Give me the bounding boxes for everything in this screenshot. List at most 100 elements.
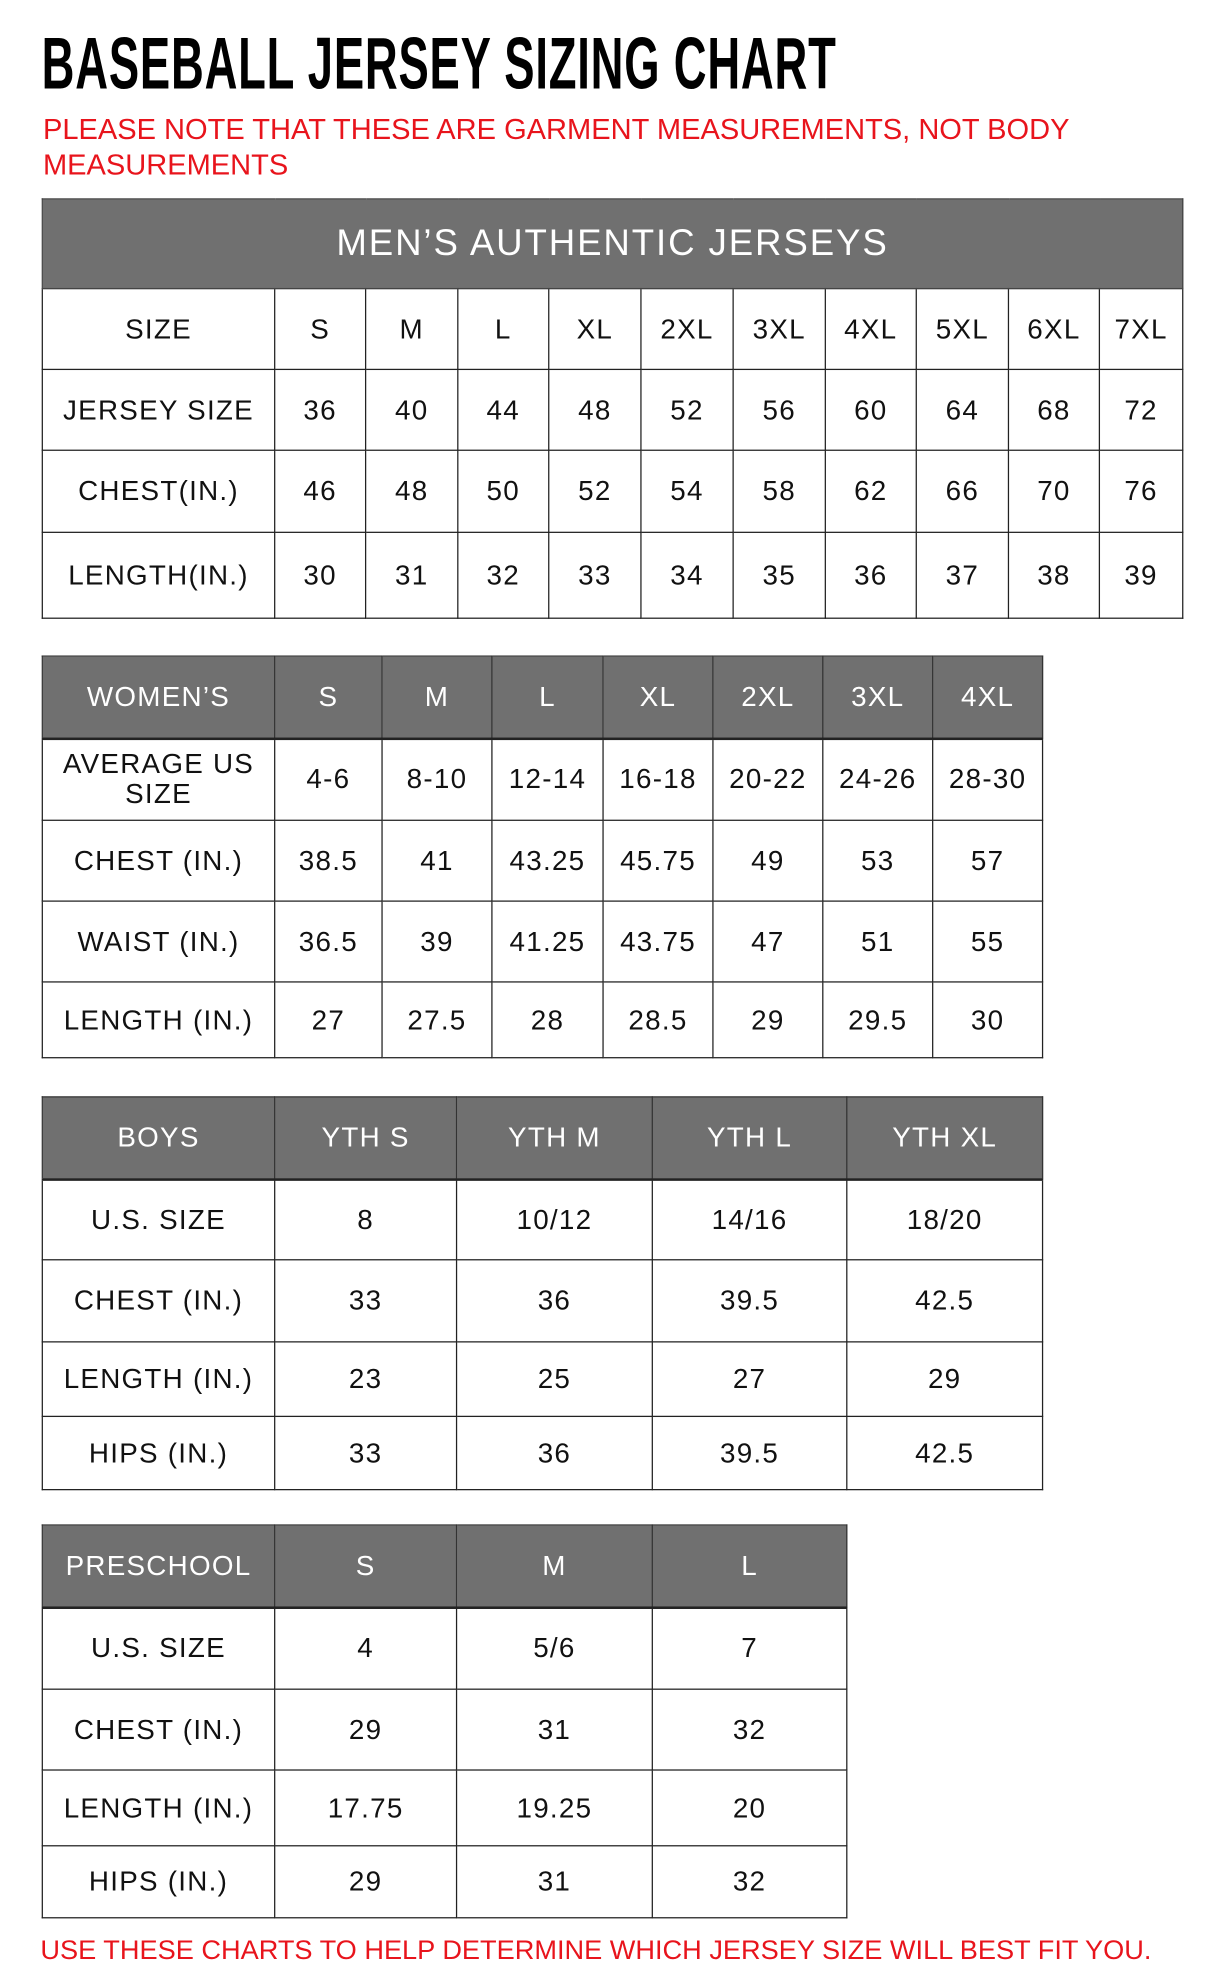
table-cell: 36 <box>455 1259 653 1343</box>
size-header: XL <box>602 655 714 739</box>
table-cell: 27 <box>651 1341 848 1418</box>
size-header: 4XL <box>932 655 1044 739</box>
table-cell: 31 <box>364 531 459 619</box>
table-banner: MEN’S AUTHENTIC JERSEYS <box>41 198 1184 290</box>
table-cell: 43.75 <box>602 900 714 983</box>
row-label: LENGTH(IN.) <box>41 531 276 619</box>
table-row: JERSEY SIZE 36 40 44 48 52 56 60 64 68 72 <box>41 368 1184 451</box>
size-header: L <box>457 287 550 371</box>
table-cell: 42.5 <box>846 1415 1044 1491</box>
garment-note: PLEASE NOTE THAT THESE ARE GARMENT MEASU… <box>42 112 1069 181</box>
table-cell: 41 <box>381 819 493 902</box>
size-header: XL <box>548 287 642 371</box>
size-header: L <box>651 1524 848 1608</box>
table-row: WAIST (IN.) 36.5 39 41.25 43.75 47 51 55 <box>41 900 1044 983</box>
table-cell: 40 <box>364 368 459 451</box>
header-row: WOMEN’S S M L XL 2XL 3XL 4XL <box>41 655 1044 739</box>
size-header: S <box>274 655 383 739</box>
table-cell: 66 <box>915 449 1010 533</box>
row-label: U.S. SIZE <box>41 1178 276 1261</box>
table-cell: 30 <box>932 981 1044 1059</box>
table-cell: 28.5 <box>602 981 714 1059</box>
header-row: BOYS YTH S YTH M YTH L YTH XL <box>41 1096 1044 1180</box>
table-row: CHEST (IN.) 33 36 39.5 42.5 <box>41 1259 1044 1343</box>
table-row: LENGTH (IN.) 17.75 19.25 20 <box>41 1769 848 1847</box>
size-header: M <box>455 1524 653 1608</box>
table-cell: 32 <box>651 1845 848 1919</box>
header-label: SIZE <box>41 287 276 371</box>
table-row: AVERAGE US SIZE 4-6 8-10 12-14 16-18 20-22 24-… <box>41 737 1044 821</box>
table-cell: 8-10 <box>381 737 493 821</box>
table-cell: 70 <box>1007 449 1101 533</box>
table-cell: 36 <box>455 1415 653 1491</box>
table-cell: 76 <box>1098 449 1184 533</box>
table-cell: 38 <box>1007 531 1101 619</box>
size-header: L <box>491 655 604 739</box>
footer-note: USE THESE CHARTS TO HELP DETERMINE WHICH… <box>40 1934 1152 1966</box>
table-row: HIPS (IN.) 33 36 39.5 42.5 <box>41 1415 1044 1491</box>
row-label: JERSEY SIZE <box>41 368 276 451</box>
table-cell: 29.5 <box>822 981 934 1059</box>
size-header: S <box>274 287 367 371</box>
table-cell: 7 <box>651 1606 848 1690</box>
table-cell: 33 <box>274 1259 458 1343</box>
table-cell: 28 <box>491 981 604 1059</box>
table-row: HIPS (IN.) 29 31 32 <box>41 1845 848 1919</box>
table-cell: 48 <box>548 368 642 451</box>
size-header: YTH XL <box>846 1096 1044 1180</box>
table-cell: 33 <box>274 1415 458 1491</box>
size-header: 5XL <box>915 287 1010 371</box>
table-cell: 4-6 <box>274 737 383 821</box>
size-header: YTH M <box>455 1096 653 1180</box>
table-cell: 46 <box>274 449 367 533</box>
table-cell: 52 <box>640 368 734 451</box>
table-cell: 44 <box>457 368 550 451</box>
table-cell: 36 <box>274 368 367 451</box>
table-cell: 48 <box>364 449 459 533</box>
row-label: CHEST (IN.) <box>41 1688 276 1771</box>
size-header: 2XL <box>712 655 824 739</box>
table-cell: 72 <box>1098 368 1184 451</box>
table-cell: 47 <box>712 900 824 983</box>
table-cell: 16-18 <box>602 737 714 821</box>
table-cell: 20 <box>651 1769 848 1847</box>
table-cell: 45.75 <box>602 819 714 902</box>
table-cell: 30 <box>274 531 367 619</box>
table-cell: 38.5 <box>274 819 383 902</box>
table-cell: 23 <box>274 1341 458 1418</box>
table-cell: 51 <box>822 900 934 983</box>
table-cell: 33 <box>548 531 642 619</box>
preschool-table: PRESCHOOL S M L U.S. SIZE 4 5/6 7 CHEST (IN.) 29 3… <box>41 1524 848 1919</box>
table-cell: 34 <box>640 531 734 619</box>
table-cell: 68 <box>1007 368 1101 451</box>
table-row: U.S. SIZE 4 5/6 7 <box>41 1606 848 1690</box>
row-label: LENGTH (IN.) <box>41 981 276 1059</box>
table-cell: 29 <box>846 1341 1044 1418</box>
row-label: AVERAGE US SIZE <box>41 737 276 821</box>
row-label: U.S. SIZE <box>41 1606 276 1690</box>
table-cell: 29 <box>274 1845 458 1919</box>
table-row: LENGTH (IN.) 23 25 27 29 <box>41 1341 1044 1418</box>
table-cell: 29 <box>712 981 824 1059</box>
table-cell: 36 <box>824 531 917 619</box>
table-cell: 42.5 <box>846 1259 1044 1343</box>
table-cell: 55 <box>932 900 1044 983</box>
table-cell: 50 <box>457 449 550 533</box>
table-cell: 32 <box>651 1688 848 1771</box>
table-cell: 53 <box>822 819 934 902</box>
table-cell: 39 <box>381 900 493 983</box>
size-header: YTH L <box>651 1096 848 1180</box>
table-cell: 52 <box>548 449 642 533</box>
size-header: 7XL <box>1098 287 1184 371</box>
boys-table: BOYS YTH S YTH M YTH L YTH XL U.S. SIZE 8 10/12… <box>41 1096 1044 1491</box>
table-cell: 19.25 <box>455 1769 653 1847</box>
table-cell: 41.25 <box>491 900 604 983</box>
row-label: CHEST (IN.) <box>41 819 276 902</box>
table-cell: 25 <box>455 1341 653 1418</box>
table-cell: 27 <box>274 981 383 1059</box>
table-cell: 10/12 <box>455 1178 653 1261</box>
header-label: PRESCHOOL <box>41 1524 276 1608</box>
table-cell: 39 <box>1098 531 1184 619</box>
row-label: LENGTH (IN.) <box>41 1769 276 1847</box>
